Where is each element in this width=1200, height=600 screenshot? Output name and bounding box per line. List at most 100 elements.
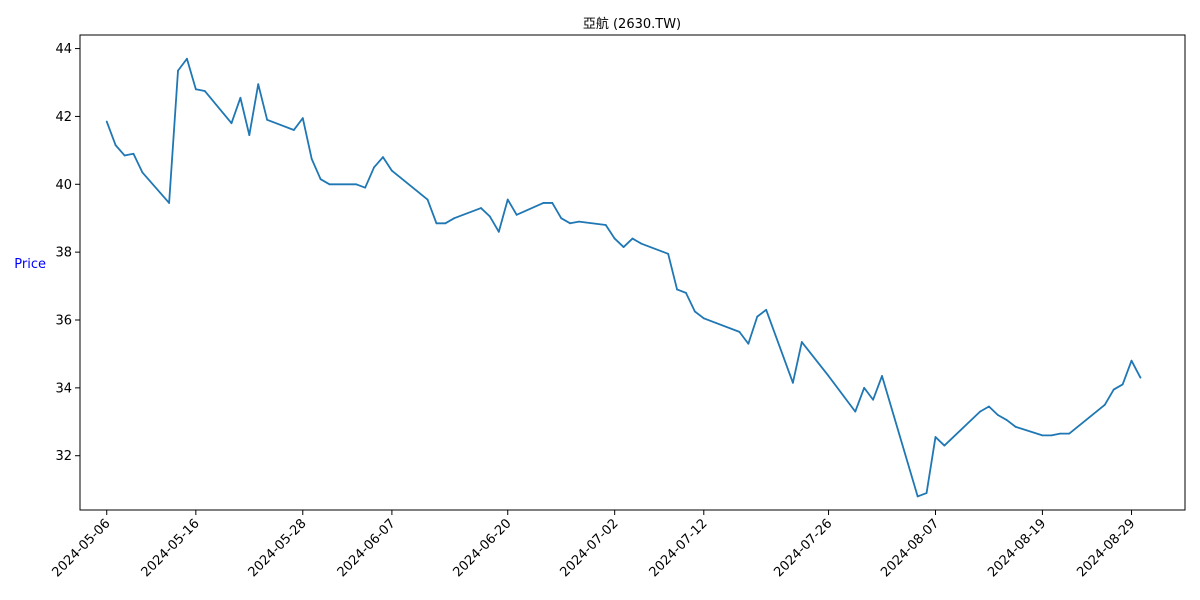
y-axis-label: Price xyxy=(14,257,46,272)
data-point xyxy=(515,213,518,216)
data-point xyxy=(168,202,171,204)
series-layer xyxy=(105,57,1142,498)
x-tick-label: 2024-08-19 xyxy=(985,516,1049,580)
data-point xyxy=(141,171,144,174)
data-point xyxy=(382,156,384,159)
data-point xyxy=(310,157,313,160)
data-point xyxy=(996,414,999,416)
data-point xyxy=(257,83,260,86)
data-point xyxy=(934,436,937,438)
data-point xyxy=(667,252,670,255)
data-point xyxy=(1121,383,1124,386)
data-point xyxy=(702,317,705,320)
x-tick-label: 2024-05-28 xyxy=(246,516,310,580)
data-point xyxy=(827,375,830,377)
data-point xyxy=(480,207,482,209)
data-point xyxy=(1068,432,1071,435)
data-point xyxy=(123,154,126,157)
data-point xyxy=(328,183,331,186)
y-tick-label: 38 xyxy=(55,246,72,261)
x-tick-label: 2024-06-20 xyxy=(451,516,515,580)
y-tick-label: 34 xyxy=(55,381,72,396)
data-point xyxy=(186,57,188,60)
series-line xyxy=(105,57,1142,498)
data-point xyxy=(230,122,233,125)
data-point xyxy=(916,495,919,498)
x-tick-label: 2024-08-29 xyxy=(1074,516,1138,580)
data-point xyxy=(863,386,866,389)
data-point xyxy=(444,222,447,225)
data-point xyxy=(979,410,981,413)
data-point xyxy=(542,202,545,204)
y-tick-label: 44 xyxy=(55,42,72,57)
data-point xyxy=(640,242,643,245)
data-point xyxy=(426,198,429,201)
data-point xyxy=(578,220,580,223)
data-point xyxy=(551,202,554,204)
data-point xyxy=(391,169,393,172)
data-point xyxy=(1103,403,1106,406)
data-point xyxy=(239,96,242,99)
data-point xyxy=(319,178,322,181)
data-point xyxy=(685,291,687,294)
y-axis: 32 34 36 38 40 42 44 xyxy=(55,42,80,464)
data-point xyxy=(765,308,768,311)
data-point xyxy=(560,217,563,220)
data-point xyxy=(373,166,375,169)
data-point xyxy=(1041,434,1044,437)
data-point xyxy=(489,215,491,218)
chart-title: 亞航 (2630.TW) xyxy=(583,16,681,32)
data-point xyxy=(1139,376,1142,379)
data-point xyxy=(355,183,358,186)
data-point xyxy=(453,217,456,220)
series-group xyxy=(105,57,1142,498)
data-point xyxy=(292,129,295,131)
data-point xyxy=(881,375,883,377)
data-point xyxy=(266,118,269,121)
data-point xyxy=(988,405,990,408)
data-point xyxy=(613,237,616,240)
x-tick-label: 2024-08-07 xyxy=(878,516,942,580)
data-point xyxy=(569,222,572,225)
x-tick-label: 2024-05-06 xyxy=(50,516,114,580)
data-point xyxy=(132,152,135,155)
data-point xyxy=(756,315,759,318)
data-point xyxy=(800,341,803,343)
y-tick-label: 42 xyxy=(55,110,72,125)
data-point xyxy=(631,237,634,240)
data-point xyxy=(248,134,251,136)
x-axis: 2024-05-06 2024-05-16 2024-05-28 2024-06-07… xyxy=(50,510,1138,580)
data-point xyxy=(854,410,857,413)
data-point xyxy=(497,230,500,233)
plot-area-frame xyxy=(79,34,1186,511)
data-point xyxy=(194,88,197,91)
data-point xyxy=(747,342,750,345)
x-tick-label: 2024-07-26 xyxy=(771,516,835,580)
data-point xyxy=(872,398,874,401)
data-point xyxy=(435,222,438,225)
data-point xyxy=(943,444,946,447)
data-point xyxy=(1050,434,1053,437)
x-tick-label: 2024-05-16 xyxy=(139,516,203,580)
data-point xyxy=(693,310,696,313)
x-tick-label: 2024-07-02 xyxy=(557,516,621,580)
y-tick-label: 36 xyxy=(55,314,72,329)
data-point xyxy=(925,492,928,494)
data-point xyxy=(114,144,117,147)
data-point xyxy=(1014,425,1017,428)
data-point xyxy=(506,198,509,201)
data-point xyxy=(1112,388,1115,391)
y-tick-label: 40 xyxy=(55,178,72,193)
data-point xyxy=(604,224,607,226)
data-point xyxy=(301,117,304,120)
data-point xyxy=(738,330,741,333)
data-point xyxy=(364,186,367,189)
data-point xyxy=(792,381,794,384)
data-point xyxy=(177,69,179,72)
data-point xyxy=(676,288,678,291)
data-point xyxy=(203,90,206,92)
data-point xyxy=(105,120,108,123)
data-point xyxy=(1130,359,1133,362)
data-point xyxy=(622,246,625,248)
